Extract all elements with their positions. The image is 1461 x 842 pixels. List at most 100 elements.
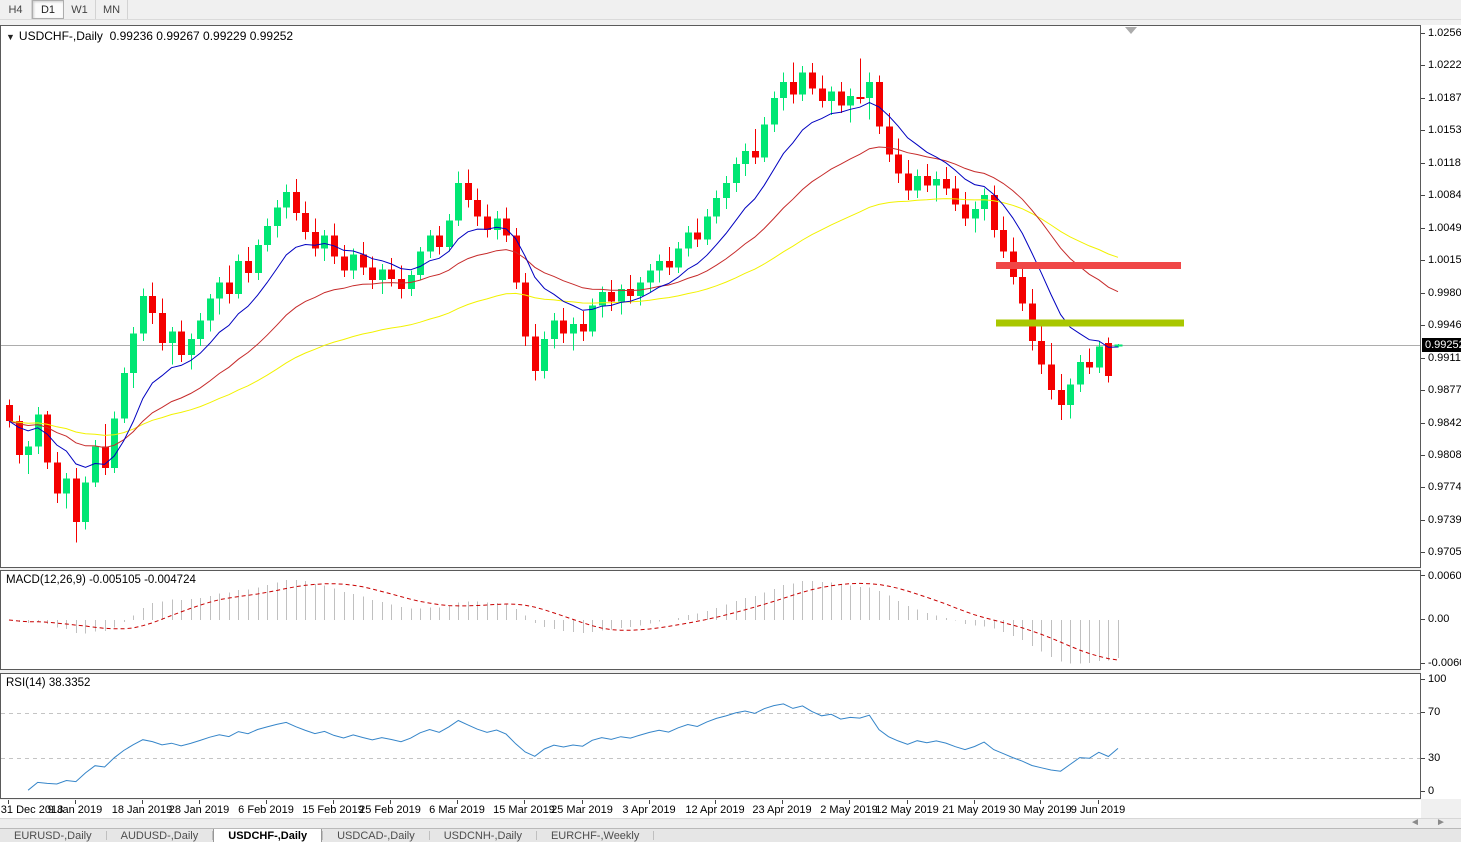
main-chart-panel: ▼ USDCHF-,Daily 0.99236 0.99267 0.99229 0… — [0, 25, 1421, 568]
timeframe-button-h4[interactable]: H4 — [0, 0, 32, 19]
date-axis-label: 30 May 2019 — [1008, 804, 1072, 816]
price-axis-tick — [1421, 358, 1425, 359]
price-axis-tick — [1421, 455, 1425, 456]
tab-separator — [322, 831, 324, 840]
date-axis-label: 12 May 2019 — [875, 804, 939, 816]
timeframe-toolbar: H4 D1 W1 MN — [0, 0, 1461, 20]
date-axis-tick — [524, 800, 525, 804]
scroll-left-icon[interactable]: ◄ — [1410, 817, 1420, 828]
date-axis-label: 15 Mar 2019 — [493, 804, 555, 816]
date-axis-tick — [142, 800, 143, 804]
scroll-right-icon[interactable]: ► — [1436, 817, 1446, 828]
date-axis-label: 3 Apr 2019 — [622, 804, 676, 816]
support-line[interactable] — [996, 319, 1184, 327]
current-price-tag: 0.99252 — [1422, 338, 1461, 352]
chart-shift-marker-icon[interactable] — [1125, 27, 1137, 34]
rsi-axis-label: 70 — [1428, 706, 1441, 718]
price-axis-tick — [1421, 195, 1425, 196]
chart-tab-bar: EURUSD-,Daily AUDUSD-,Daily USDCHF-,Daily U… — [0, 828, 1461, 842]
date-axis-tick — [1098, 800, 1099, 804]
price-axis-label: 1.00840 — [1428, 189, 1461, 201]
macd-axis-label: -0.006096 — [1428, 657, 1461, 669]
date-axis-tick — [649, 800, 650, 804]
date-axis-label: 31 Dec 2018 — [0, 804, 64, 816]
chart-tab-audusd[interactable]: AUDUSD-,Daily — [120, 829, 199, 842]
macd-axis-label: 0.006058 — [1428, 570, 1461, 582]
chart-tab-usdcnh[interactable]: USDCNH-,Daily — [443, 829, 522, 842]
timeframe-button-mn[interactable]: MN — [96, 0, 128, 19]
price-axis-tick — [1421, 520, 1425, 521]
date-axis-label: 23 Apr 2019 — [752, 804, 812, 816]
horizontal-scrollbar[interactable]: ◄ ► — [0, 817, 1461, 828]
rsi-canvas[interactable] — [1, 674, 1420, 798]
date-axis-label: 18 Jan 2019 — [111, 804, 173, 816]
date-axis-tick — [199, 800, 200, 804]
date-axis-tick — [75, 800, 76, 804]
date-axis-tick — [582, 800, 583, 804]
macd-axis-tick — [1421, 663, 1425, 664]
date-axis[interactable]: 31 Dec 2018 9 Jan 2019 18 Jan 2019 28 Jan 2… — [0, 800, 1421, 818]
symbol-dropdown-icon[interactable]: ▼ — [6, 32, 15, 42]
chart-ohlc-values: 0.99236 0.99267 0.99229 0.99252 — [109, 29, 294, 43]
rsi-panel: RSI(14) 38.3352 — [0, 673, 1421, 799]
price-axis-tick — [1421, 390, 1425, 391]
resistance-line[interactable] — [996, 262, 1181, 270]
macd-axis[interactable]: 0.006058 0.00 -0.006096 — [1421, 570, 1461, 670]
timeframe-button-d1[interactable]: D1 — [32, 0, 64, 19]
price-axis-column[interactable]: 1.02560 1.02220 1.01870 1.01530 1.01180 1.008… — [1421, 25, 1461, 799]
date-axis-label: 12 Apr 2019 — [685, 804, 745, 816]
date-axis-tick — [390, 800, 391, 804]
chart-title: ▼ USDCHF-,Daily 0.99236 0.99267 0.99229 0… — [6, 29, 293, 43]
chart-tab-eurchf[interactable]: EURCHF-,Weekly — [550, 829, 640, 842]
macd-canvas[interactable] — [1, 571, 1420, 669]
date-axis-label: 9 Jan 2019 — [47, 804, 103, 816]
candles-layer — [6, 58, 1123, 543]
date-axis-label: 9 Jun 2019 — [1070, 804, 1126, 816]
chart-tab-usdcad[interactable]: USDCAD-,Daily — [337, 829, 415, 842]
price-axis-tick — [1421, 33, 1425, 34]
price-axis-tick — [1421, 228, 1425, 229]
rsi-axis-label: 0 — [1428, 785, 1435, 797]
date-axis-tick — [974, 800, 975, 804]
date-axis-tick — [715, 800, 716, 804]
timeframe-button-w1[interactable]: W1 — [64, 0, 96, 19]
price-axis-tick — [1421, 487, 1425, 488]
price-axis[interactable]: 1.02560 1.02220 1.01870 1.01530 1.01180 1.008… — [1421, 25, 1461, 568]
price-axis-tick — [1421, 423, 1425, 424]
date-axis-tick — [333, 800, 334, 804]
macd-axis-tick — [1421, 619, 1425, 620]
macd-panel: MACD(12,26,9) -0.005105 -0.004724 — [0, 570, 1421, 670]
date-axis-tick — [907, 800, 908, 804]
date-axis-label: 21 May 2019 — [942, 804, 1006, 816]
price-axis-tick — [1421, 163, 1425, 164]
macd-axis-tick — [1421, 575, 1425, 576]
date-axis-label: 6 Feb 2019 — [238, 804, 294, 816]
chart-tab-usdchf[interactable]: USDCHF-,Daily — [213, 829, 323, 842]
tab-separator — [212, 831, 214, 840]
price-axis-tick — [1421, 260, 1425, 261]
price-axis-tick — [1421, 65, 1425, 66]
rsi-line — [27, 703, 1119, 791]
chart-tab-eurusd[interactable]: EURUSD-,Daily — [14, 829, 92, 842]
rsi-axis-tick — [1421, 712, 1425, 713]
chart-symbol-label: USDCHF-,Daily — [18, 29, 103, 43]
rsi-axis[interactable]: 100 70 30 0 — [1421, 673, 1461, 799]
ma-10-line — [8, 102, 1119, 468]
tab-separator — [535, 831, 537, 840]
date-axis-tick — [266, 800, 267, 804]
price-chart-canvas[interactable] — [1, 26, 1420, 567]
date-axis-tick — [457, 800, 458, 804]
date-axis-label: 25 Feb 2019 — [359, 804, 421, 816]
price-axis-tick — [1421, 130, 1425, 131]
rsi-axis-tick — [1421, 791, 1425, 792]
price-axis-tick — [1421, 325, 1425, 326]
date-axis-label: 28 Jan 2019 — [168, 804, 230, 816]
date-axis-label: 2 May 2019 — [820, 804, 878, 816]
price-axis-label: 1.01180 — [1428, 157, 1461, 169]
